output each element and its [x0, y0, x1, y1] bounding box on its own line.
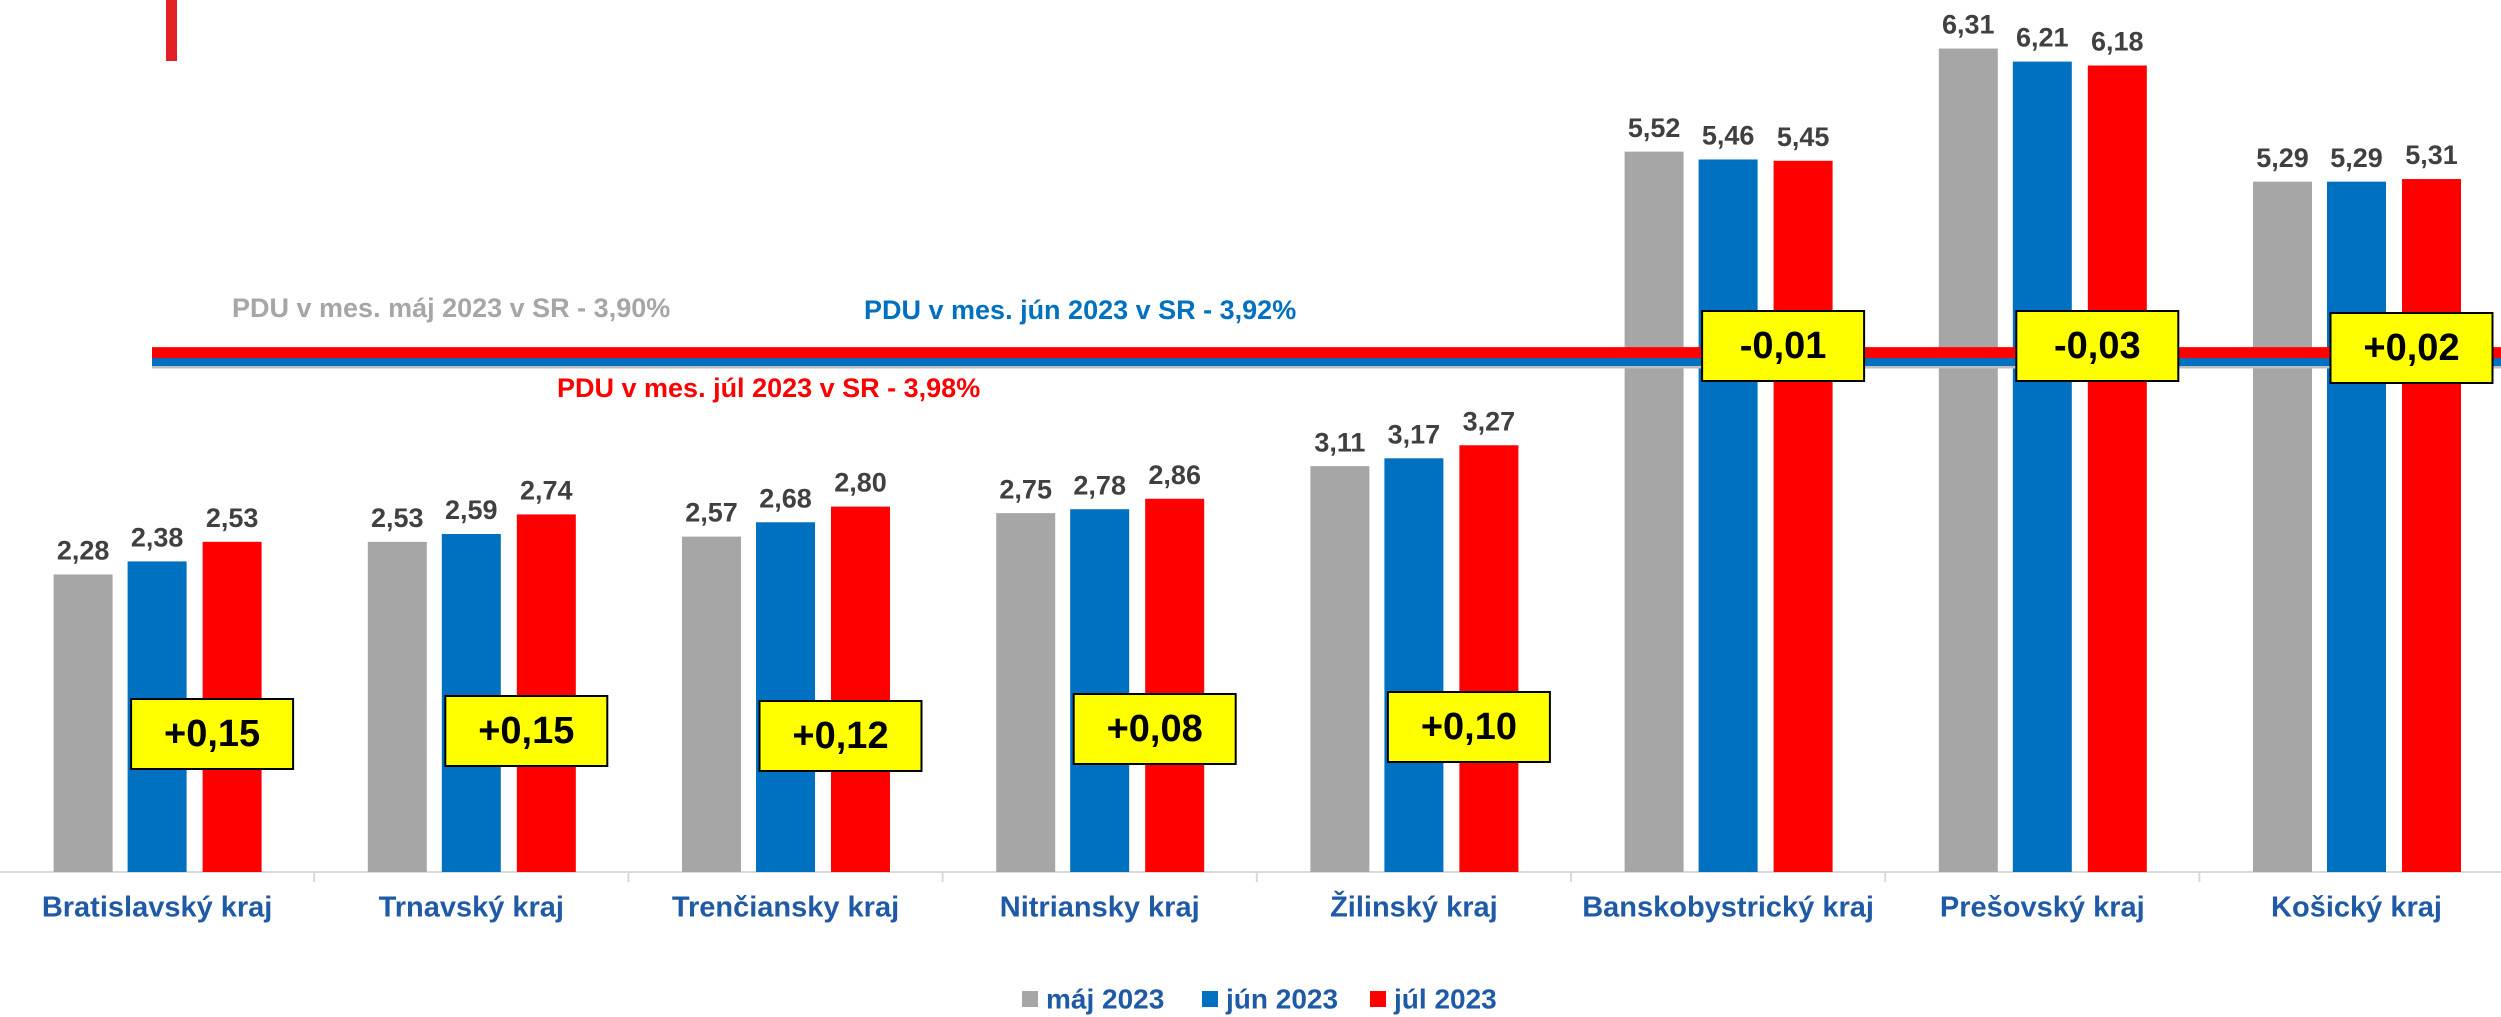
difference-label: +0,12 — [792, 715, 888, 757]
bar — [1310, 466, 1370, 872]
x-tick-label: Trenčiansky kraj — [672, 892, 899, 924]
x-tick-label: Košický kraj — [2271, 892, 2442, 924]
reference-label: PDU v mes. jún 2023 v SR - 3,92% — [864, 295, 1296, 325]
data-label: 2,78 — [1073, 470, 1126, 500]
legend-label: máj 2023 — [1046, 983, 1164, 1014]
data-label: 3,27 — [1463, 406, 1516, 436]
difference-box — [1701, 310, 1866, 382]
legend-swatch — [1202, 991, 1218, 1007]
bar — [2087, 65, 2147, 872]
bar — [516, 514, 576, 872]
data-label: 3,17 — [1388, 419, 1441, 449]
data-label: 2,68 — [759, 483, 812, 513]
difference-box — [2329, 312, 2494, 384]
bar — [756, 522, 815, 872]
difference-box — [1072, 693, 1237, 765]
data-label: 2,38 — [131, 523, 184, 553]
difference-box — [1386, 691, 1551, 763]
data-label: 3,11 — [1314, 427, 1365, 457]
data-label: 2,86 — [1148, 460, 1201, 490]
bar — [1459, 445, 1519, 872]
difference-label: -0,01 — [1740, 325, 1827, 367]
data-label: 6,18 — [2091, 27, 2144, 57]
bar — [1773, 160, 1833, 872]
x-tick-label: Žilinský kraj — [1330, 890, 1498, 924]
reference-label: PDU v mes. máj 2023 v SR - 3,90% — [232, 293, 670, 323]
difference-label: +0,15 — [164, 713, 260, 755]
bar — [2253, 181, 2312, 872]
data-label: 5,29 — [2256, 143, 2309, 173]
data-label: 6,21 — [2016, 23, 2069, 53]
difference-label: +0,15 — [478, 710, 574, 752]
legend-label: jún 2023 — [1225, 983, 1338, 1014]
difference-box — [444, 695, 609, 767]
data-label: 2,28 — [57, 536, 110, 566]
bar — [996, 513, 1056, 872]
x-tick-label: Trnavský kraj — [379, 892, 564, 924]
data-label: 2,59 — [445, 495, 498, 525]
data-label: 5,31 — [2405, 140, 2458, 170]
x-tick-label: Nitriansky kraj — [1000, 892, 1200, 924]
bar — [1938, 48, 1998, 873]
bar — [1070, 509, 1130, 872]
reference-label: PDU v mes. júl 2023 v SR - 3,98% — [557, 373, 980, 403]
data-label: 5,52 — [1628, 113, 1681, 143]
legend-label: júl 2023 — [1393, 983, 1497, 1014]
data-label: 2,53 — [206, 503, 259, 533]
difference-box — [2015, 310, 2180, 382]
bar — [2402, 179, 2461, 873]
bar — [53, 574, 113, 872]
bar — [2012, 61, 2072, 873]
legend-swatch — [1370, 991, 1386, 1007]
data-label: 5,29 — [2330, 143, 2383, 173]
x-tick-label: Banskobystrický kraj — [1582, 892, 1874, 924]
data-label: 5,45 — [1777, 122, 1830, 152]
difference-label: -0,03 — [2054, 325, 2141, 367]
bar — [1384, 458, 1444, 872]
x-tick-label: Prešovský kraj — [1940, 892, 2145, 924]
data-label: 2,75 — [999, 474, 1052, 504]
accent-bar — [166, 0, 177, 61]
difference-box — [130, 698, 295, 770]
bar — [831, 506, 890, 872]
data-label: 5,46 — [1702, 121, 1755, 151]
data-label: 2,57 — [685, 498, 738, 528]
difference-box — [758, 700, 923, 772]
bar — [2327, 181, 2386, 872]
data-label: 2,80 — [834, 468, 887, 498]
difference-label: +0,02 — [2363, 327, 2459, 369]
data-label: 6,31 — [1942, 10, 1995, 40]
bar — [1698, 159, 1758, 873]
legend-swatch — [1022, 991, 1038, 1007]
difference-label: +0,10 — [1421, 706, 1517, 748]
bar — [1145, 498, 1205, 872]
data-label: 2,74 — [520, 476, 573, 506]
bar — [1624, 151, 1684, 872]
x-tick-label: Bratislavský kraj — [42, 892, 273, 924]
bar — [682, 536, 741, 872]
bar — [367, 541, 427, 872]
data-label: 2,53 — [371, 503, 424, 533]
difference-label: +0,08 — [1107, 708, 1203, 750]
